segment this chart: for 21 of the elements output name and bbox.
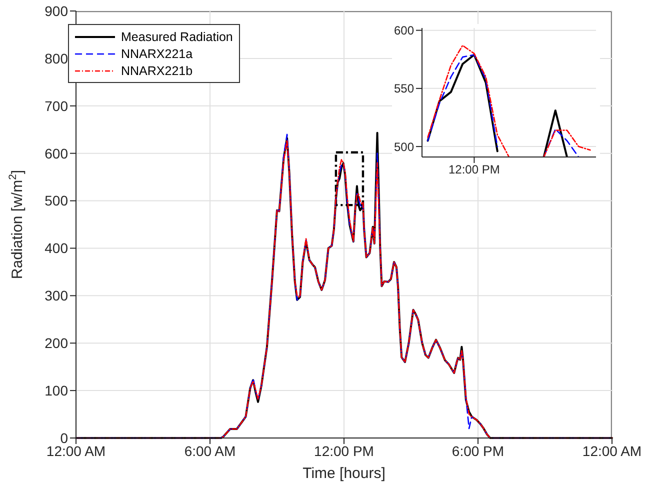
x-tick-label: 12:00 PM <box>448 162 500 177</box>
y-tick-label: 500 <box>394 140 414 154</box>
y-tick-label: 600 <box>394 24 414 38</box>
legend-label: Measured Radiation <box>121 30 233 44</box>
y-tick-label: 300 <box>44 288 68 304</box>
y-tick-label: 100 <box>44 382 68 399</box>
x-tick-label: 6:00 PM <box>452 442 504 459</box>
legend-label: NNARX221a <box>121 46 193 60</box>
y-tick-label: 700 <box>44 98 68 114</box>
y-tick-label: 600 <box>44 145 68 162</box>
y-tick-label: 900 <box>44 2 68 19</box>
legend-label: NNARX221b <box>121 64 193 78</box>
y-tick-label: 200 <box>44 335 68 352</box>
y-tick-label: 400 <box>44 240 68 256</box>
y-tick-label: 800 <box>44 50 68 66</box>
x-tick-label: 6:00 AM <box>184 442 236 459</box>
y-tick-label: 550 <box>394 82 414 96</box>
x-tick-label: 12:00 PM <box>314 442 374 459</box>
x-axis-title: Time [hours] <box>302 465 386 482</box>
x-tick-label: 12:00 AM <box>582 442 642 459</box>
y-tick-label: 500 <box>44 192 68 209</box>
